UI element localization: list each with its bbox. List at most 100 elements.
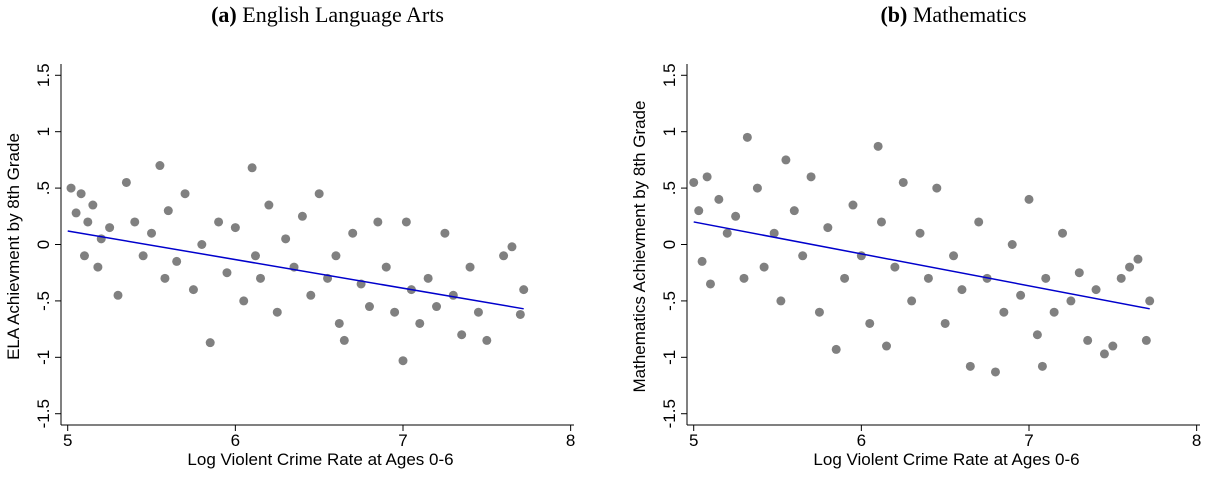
point xyxy=(306,290,316,300)
point xyxy=(66,183,76,193)
point xyxy=(163,206,173,216)
x-tick-label: 7 xyxy=(398,431,407,450)
point xyxy=(76,189,86,199)
x-tick-label: 6 xyxy=(231,431,240,450)
y-tick-label: 0 xyxy=(660,240,679,249)
point xyxy=(281,234,291,244)
point xyxy=(882,341,891,351)
point xyxy=(423,273,433,283)
x-tick-label: 5 xyxy=(689,431,698,450)
point xyxy=(93,262,103,272)
point xyxy=(823,223,833,233)
point xyxy=(1125,262,1135,272)
panel-label: (a) xyxy=(211,2,237,27)
point xyxy=(401,217,411,227)
point xyxy=(1066,296,1076,306)
point xyxy=(1133,254,1143,264)
x-tick-label: 6 xyxy=(857,431,866,450)
point xyxy=(1141,335,1151,345)
point xyxy=(1058,228,1068,238)
point xyxy=(390,307,400,317)
point xyxy=(519,285,529,295)
panel-title: (b) Mathematics xyxy=(880,2,1026,27)
panel-title: (a) English Language Arts xyxy=(211,2,444,27)
point xyxy=(314,189,324,199)
y-tick-label: 0 xyxy=(34,240,53,249)
y-tick-label: 1 xyxy=(34,127,53,136)
point xyxy=(731,211,741,221)
point xyxy=(781,155,791,165)
point xyxy=(705,279,715,289)
y-tick-label: 1.5 xyxy=(34,63,53,87)
point xyxy=(415,318,425,328)
point xyxy=(898,177,908,187)
point xyxy=(348,228,358,238)
point xyxy=(831,344,841,354)
point xyxy=(147,228,157,238)
point xyxy=(264,200,274,210)
point xyxy=(949,251,959,261)
y-axis-title: ELA Achievment by 8th Grade xyxy=(4,133,23,360)
point xyxy=(297,211,307,221)
point xyxy=(83,217,93,227)
y-tick-label: -1 xyxy=(34,350,53,365)
x-tick-label: 8 xyxy=(1192,431,1201,450)
point xyxy=(256,273,265,283)
x-tick-label: 5 xyxy=(63,431,72,450)
point xyxy=(848,200,858,210)
point xyxy=(465,262,475,272)
y-tick-label: -.5 xyxy=(34,291,53,311)
point xyxy=(1099,349,1109,359)
point xyxy=(180,189,190,199)
point xyxy=(230,223,240,233)
point xyxy=(965,361,975,371)
point xyxy=(1074,268,1084,278)
point xyxy=(722,228,732,238)
point xyxy=(334,318,344,328)
point xyxy=(1116,273,1126,283)
point xyxy=(999,307,1009,317)
point xyxy=(130,217,140,227)
y-tick-label: -1.5 xyxy=(34,399,53,428)
point xyxy=(1049,307,1059,317)
point xyxy=(440,228,450,238)
point xyxy=(482,335,492,345)
panel-title-text: Mathematics xyxy=(913,2,1027,27)
point xyxy=(364,302,374,312)
x-tick-label: 8 xyxy=(566,431,575,450)
point xyxy=(272,307,282,317)
point xyxy=(381,262,391,272)
point xyxy=(1041,273,1051,283)
point xyxy=(373,217,383,227)
point xyxy=(339,335,349,345)
point xyxy=(915,228,925,238)
point xyxy=(974,217,984,227)
point xyxy=(714,194,724,204)
point xyxy=(694,206,704,216)
point xyxy=(776,296,786,306)
y-tick-label: .5 xyxy=(34,181,53,195)
fit-line xyxy=(693,221,1150,310)
point xyxy=(990,367,1000,377)
point xyxy=(499,251,509,261)
point xyxy=(1083,335,1093,345)
point xyxy=(957,285,967,295)
point xyxy=(188,285,198,295)
y-axis-title: Mathematics Achievment by 8th Grade xyxy=(630,101,649,393)
point xyxy=(742,132,752,142)
point xyxy=(457,330,467,340)
point xyxy=(88,200,98,210)
y-tick-label: -1.5 xyxy=(660,399,679,428)
point xyxy=(1145,296,1155,306)
point xyxy=(923,273,933,283)
point xyxy=(113,290,123,300)
point xyxy=(798,251,808,261)
point xyxy=(890,262,900,272)
y-tick-label: -.5 xyxy=(660,291,679,311)
point xyxy=(789,206,799,216)
point xyxy=(71,208,81,218)
point xyxy=(250,251,260,261)
point xyxy=(247,163,257,173)
point xyxy=(940,318,950,328)
